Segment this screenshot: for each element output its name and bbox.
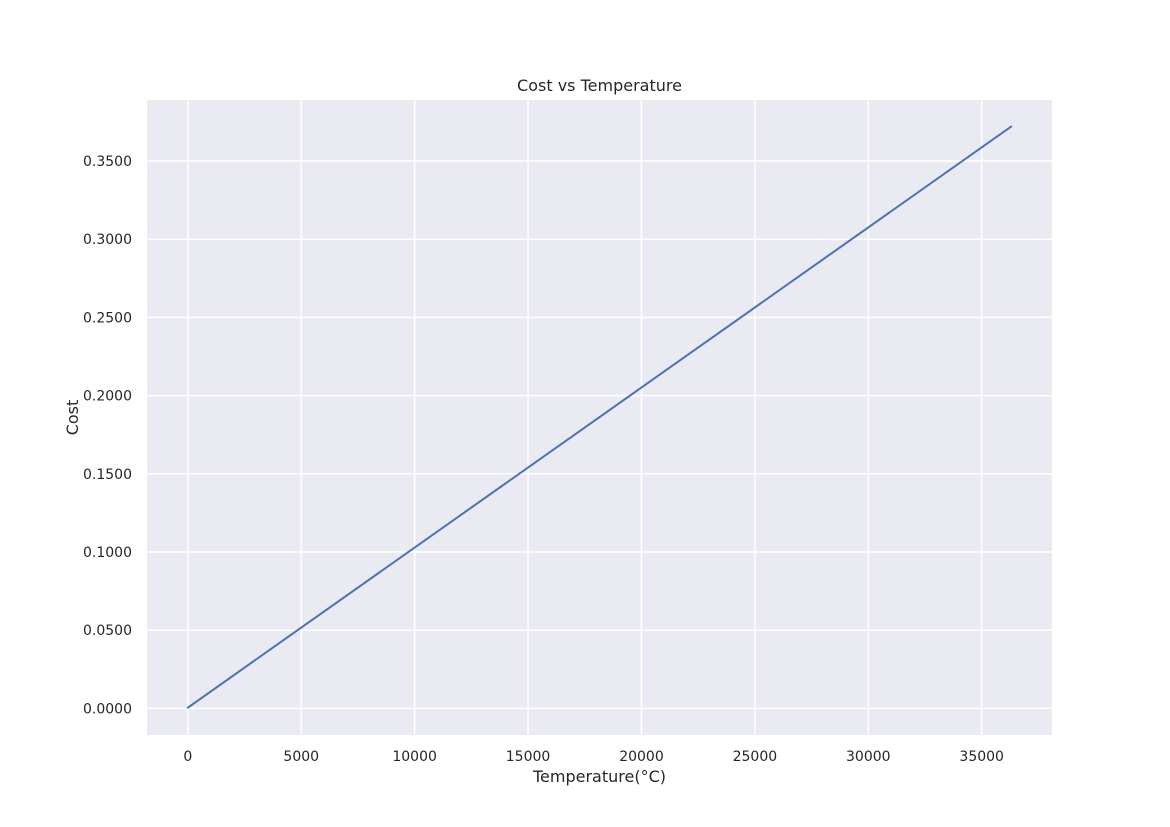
y-gridlines [147,160,1052,710]
y-tick-label: 0.0000 [83,701,132,717]
x-tick-label: 35000 [959,749,1004,765]
y-tick-labels: 0.0000 0.0500 0.1000 0.1500 0.2000 0.2500 0.30… [83,154,132,717]
series-line [186,125,1013,709]
y-axis-title: Cost [63,400,82,436]
chart-title: Cost vs Temperature [517,76,682,95]
x-tick-label: 20000 [619,749,664,765]
y-tick-label: 0.2000 [83,389,132,405]
x-gridlines [187,100,983,735]
y-tick-label: 0.2500 [83,310,132,326]
y-tick-label: 0.3000 [83,232,132,248]
x-tick-label: 25000 [733,749,778,765]
x-tick-label: 10000 [392,749,437,765]
y-tick-label: 0.1000 [83,545,132,561]
y-tick-label: 0.0500 [83,623,132,639]
x-tick-labels: 0 5000 10000 15000 20000 25000 30000 35000 [183,749,1004,765]
y-tick-label: 0.1500 [83,467,132,483]
x-tick-label: 0 [183,749,192,765]
x-axis-title: Temperature(°C) [532,767,666,786]
series-layer [186,125,1013,709]
y-tick-label: 0.3500 [83,154,132,170]
x-tick-label: 30000 [846,749,891,765]
x-tick-label: 5000 [283,749,319,765]
x-tick-label: 15000 [506,749,551,765]
